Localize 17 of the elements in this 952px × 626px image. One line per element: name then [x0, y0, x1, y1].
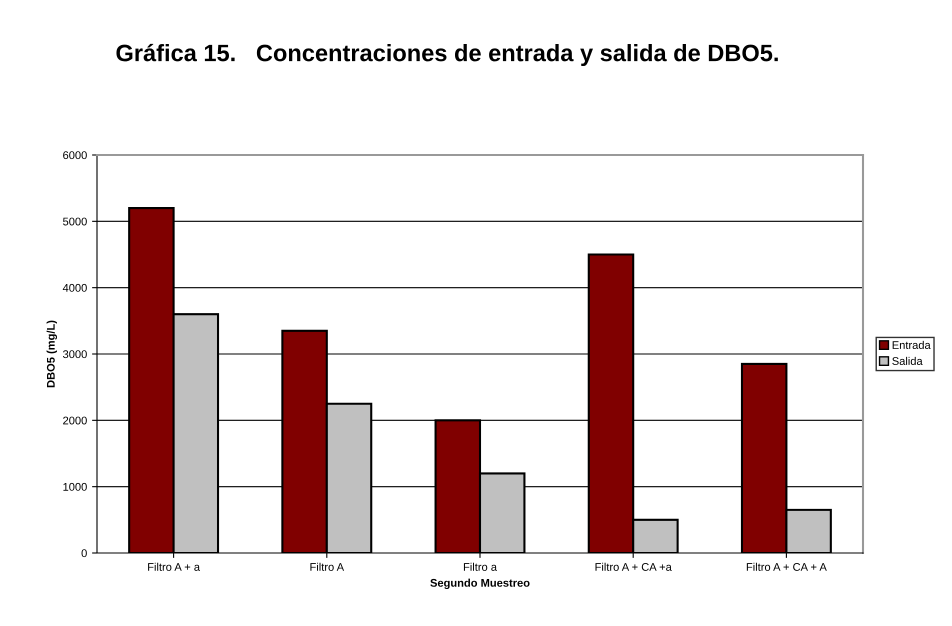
y-tick-label: 4000 [62, 284, 87, 292]
y-tick-label: 0 [82, 549, 87, 558]
x-axis-title: Segundo Muestreo [430, 578, 530, 590]
x-tick-label: Filtro a [464, 562, 497, 571]
y-tick-label: 5000 [63, 218, 87, 226]
y-tick-label: 2000 [63, 416, 87, 424]
y-tick-label: 3000 [62, 350, 87, 358]
x-tick-label: Filtro A + CA +a [596, 562, 672, 571]
y-tick-label: 6000 [63, 151, 87, 160]
legend-label: Salida [892, 356, 923, 365]
y-axis-title: DBO5 (mg/L) [46, 320, 58, 388]
y-tick-label: 1000 [63, 482, 87, 491]
x-tick-label: Filtro A [310, 562, 344, 571]
x-tick-label: Filtro A + CA + A [746, 562, 827, 571]
x-tick-label: Filtro A + a [148, 562, 200, 571]
chart-title: Gráfica 15. Concentraciones de entrada y salida de DBO5. [116, 44, 778, 66]
legend-label: Entrada [892, 340, 931, 350]
